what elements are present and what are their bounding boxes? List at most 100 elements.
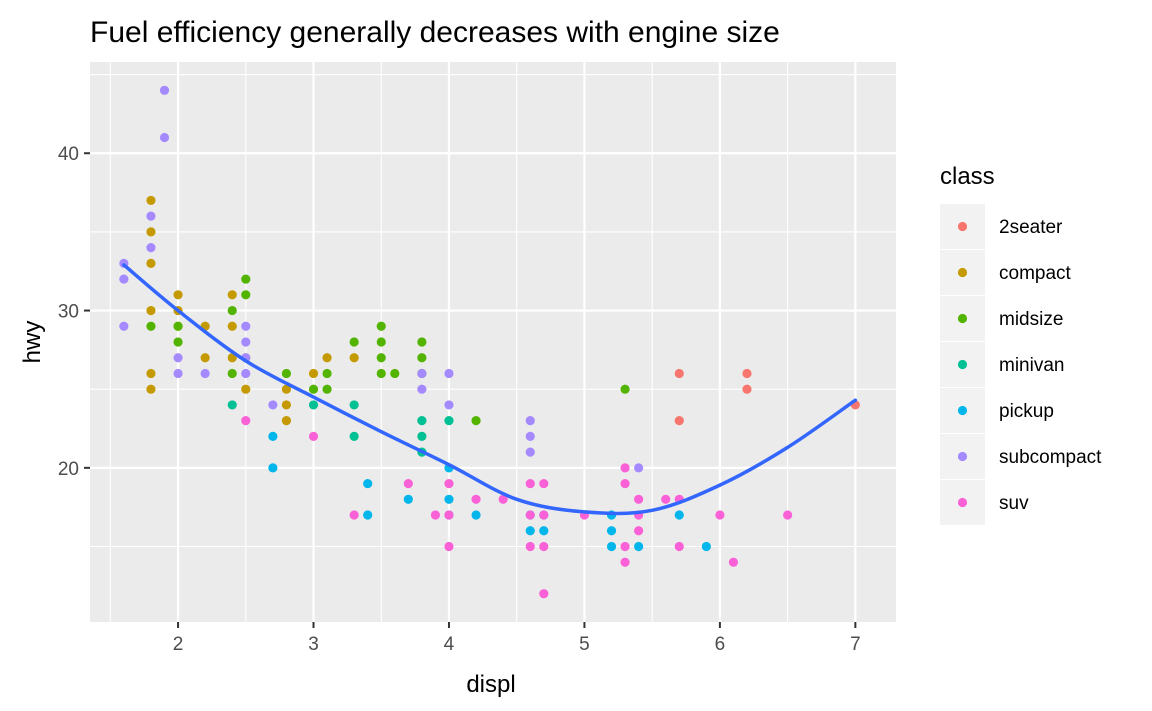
point-suv bbox=[498, 494, 508, 504]
point-compact bbox=[146, 368, 156, 379]
legend-swatch-suv bbox=[957, 497, 968, 508]
point-subcompact bbox=[417, 368, 427, 379]
point-compact bbox=[281, 416, 292, 426]
point-2seater bbox=[674, 368, 684, 379]
legend-label-compact: compact bbox=[999, 263, 1072, 284]
point-suv bbox=[349, 510, 359, 520]
point-subcompact bbox=[444, 400, 454, 410]
point-midsize bbox=[390, 368, 400, 379]
y-tick-label: 30 bbox=[58, 302, 79, 323]
point-subcompact bbox=[241, 321, 251, 331]
y-axis-title: hwy bbox=[19, 321, 46, 364]
point-suv bbox=[525, 478, 535, 489]
point-suv bbox=[444, 510, 454, 520]
point-pickup bbox=[403, 494, 413, 504]
point-pickup bbox=[701, 541, 711, 552]
point-subcompact bbox=[417, 384, 427, 394]
point-pickup bbox=[471, 510, 481, 520]
point-subcompact bbox=[444, 368, 454, 379]
point-subcompact bbox=[159, 85, 170, 95]
point-minivan bbox=[349, 431, 359, 441]
point-pickup bbox=[606, 526, 617, 536]
point-suv bbox=[620, 463, 630, 473]
point-subcompact bbox=[173, 368, 183, 379]
legend-label-midsize: midsize bbox=[999, 309, 1063, 330]
point-compact bbox=[227, 290, 237, 300]
point-midsize bbox=[241, 274, 251, 284]
point-midsize bbox=[417, 353, 427, 363]
point-subcompact bbox=[159, 132, 170, 143]
point-midsize bbox=[173, 337, 183, 347]
chart-title: Fuel efficiency generally decreases with… bbox=[90, 16, 780, 49]
point-suv bbox=[471, 494, 481, 504]
point-pickup bbox=[674, 510, 684, 520]
point-midsize bbox=[376, 353, 386, 363]
y-axis-ticks: 20 30 40 bbox=[58, 144, 90, 480]
point-midsize bbox=[376, 337, 386, 347]
point-midsize bbox=[173, 321, 183, 331]
point-pickup bbox=[606, 541, 617, 552]
point-midsize bbox=[376, 321, 386, 331]
point-subcompact bbox=[200, 368, 210, 379]
legend-label-suv: suv bbox=[999, 493, 1029, 514]
point-subcompact bbox=[119, 274, 129, 284]
x-axis-title: displ bbox=[466, 671, 515, 698]
x-tick-label: 6 bbox=[715, 634, 726, 655]
point-pickup bbox=[363, 478, 373, 489]
point-compact bbox=[281, 400, 292, 410]
point-2seater bbox=[674, 416, 684, 426]
plot-panel bbox=[90, 62, 896, 622]
y-tick-label: 40 bbox=[58, 144, 79, 165]
point-suv bbox=[674, 541, 684, 552]
point-suv bbox=[620, 557, 630, 567]
point-compact bbox=[146, 258, 156, 268]
point-midsize bbox=[241, 290, 251, 300]
point-minivan bbox=[349, 400, 359, 410]
point-2seater bbox=[742, 368, 752, 379]
x-axis-ticks: 2 3 4 5 6 7 bbox=[173, 622, 861, 655]
point-compact bbox=[200, 353, 210, 363]
minor-gridlines bbox=[90, 62, 896, 622]
point-suv bbox=[634, 526, 644, 536]
point-suv bbox=[403, 478, 413, 489]
major-gridlines bbox=[90, 62, 896, 622]
point-subcompact bbox=[525, 431, 535, 441]
x-tick-label: 7 bbox=[850, 634, 861, 655]
point-minivan bbox=[227, 400, 237, 410]
point-compact bbox=[146, 195, 156, 206]
point-subcompact bbox=[146, 211, 156, 221]
point-pickup bbox=[634, 541, 644, 552]
point-minivan bbox=[417, 431, 427, 441]
point-midsize bbox=[227, 368, 237, 379]
point-suv bbox=[620, 478, 630, 489]
point-midsize bbox=[620, 384, 630, 394]
legend-label-subcompact: subcompact bbox=[999, 447, 1102, 468]
point-midsize bbox=[146, 321, 156, 331]
point-suv bbox=[539, 589, 549, 599]
point-midsize bbox=[471, 416, 481, 426]
point-pickup bbox=[268, 431, 278, 441]
legend-swatch-midsize bbox=[957, 313, 968, 324]
point-suv bbox=[430, 510, 441, 520]
point-2seater bbox=[742, 384, 752, 394]
point-pickup bbox=[268, 463, 278, 473]
point-compact bbox=[173, 290, 183, 300]
point-minivan bbox=[444, 416, 454, 426]
point-suv bbox=[661, 494, 671, 504]
point-suv bbox=[539, 541, 549, 552]
point-subcompact bbox=[525, 416, 535, 426]
point-midsize bbox=[322, 368, 332, 379]
point-minivan bbox=[417, 416, 427, 426]
point-midsize bbox=[376, 368, 386, 379]
point-subcompact bbox=[146, 243, 156, 253]
point-compact bbox=[241, 384, 251, 394]
smooth-trend-line bbox=[122, 263, 858, 516]
point-compact bbox=[146, 305, 156, 316]
point-compact bbox=[281, 384, 292, 394]
point-suv bbox=[444, 478, 454, 489]
point-compact bbox=[322, 353, 332, 363]
point-suv bbox=[539, 478, 549, 489]
point-pickup bbox=[525, 526, 535, 536]
point-midsize bbox=[308, 384, 319, 394]
